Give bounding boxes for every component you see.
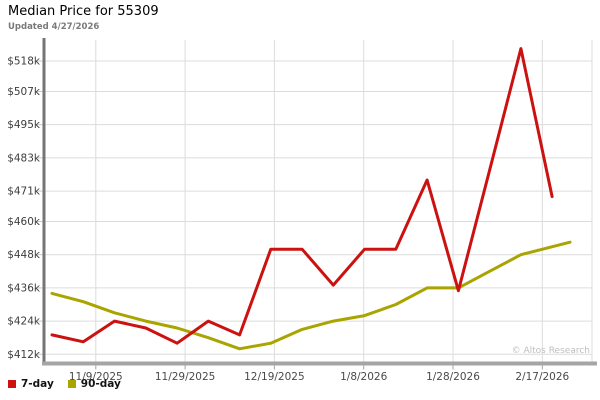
y-axis-label: $471k	[7, 186, 41, 198]
y-axis-label: $460k	[7, 216, 41, 228]
chart-legend: 7-day 90-day	[8, 378, 121, 390]
x-axis-label: 11/9/2025	[69, 371, 123, 383]
legend-label: 7-day	[21, 378, 54, 390]
x-axis-label: 1/8/2026	[340, 371, 387, 383]
legend-swatch-90-day	[67, 380, 76, 388]
y-axis-label: $412k	[7, 349, 41, 361]
y-axis-label: $507k	[7, 86, 41, 98]
watermark: © Altos Research	[511, 346, 590, 356]
y-axis-label: $424k	[7, 316, 41, 328]
legend-label: 90-day	[80, 378, 121, 390]
y-axis-label: $483k	[7, 152, 41, 164]
series-line-90-day	[50, 240, 572, 351]
page-title: Median Price for 55309	[8, 4, 159, 19]
x-axis-label: 2/17/2026	[515, 371, 569, 383]
chart-subtitle: Updated 4/27/2026	[8, 22, 100, 32]
x-axis-label: 11/29/2025	[155, 371, 216, 383]
y-axis-label: $518k	[7, 56, 41, 68]
x-axis-label: 1/28/2026	[426, 371, 480, 383]
y-axis-label: $448k	[7, 249, 41, 261]
y-axis-label: $495k	[7, 119, 41, 131]
legend-item-7-day: 7-day	[8, 378, 54, 390]
series-line-7-day	[50, 47, 554, 345]
legend-item-90-day: 90-day	[67, 378, 121, 390]
y-axis-label: $436k	[7, 282, 41, 294]
legend-swatch-7-day	[8, 380, 16, 388]
x-axis-label: 12/19/2025	[244, 371, 305, 383]
